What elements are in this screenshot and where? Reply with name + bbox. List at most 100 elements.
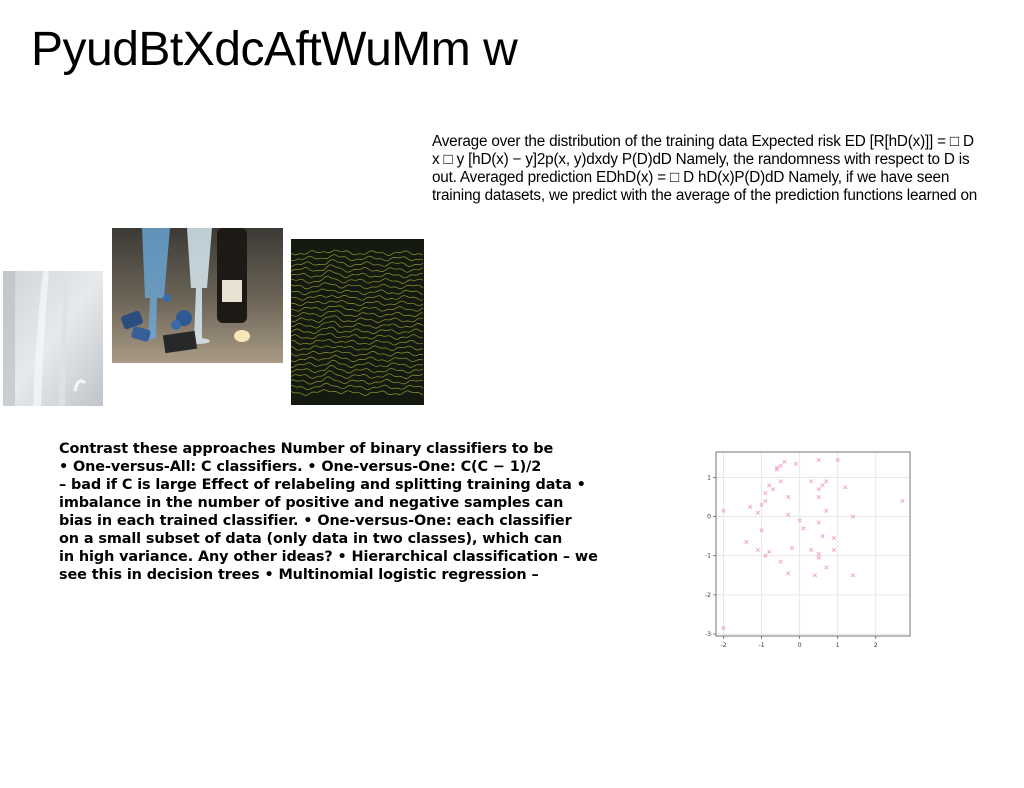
waveform-trace bbox=[291, 300, 424, 307]
text-line: • One-versus-All: C classifiers. • One-v… bbox=[59, 459, 542, 475]
waveform-trace bbox=[291, 354, 424, 363]
text-line: see this in decision trees • Multinomial… bbox=[59, 567, 539, 583]
frosted-glass-photo bbox=[3, 271, 103, 406]
data-point bbox=[721, 626, 726, 631]
text-line: bias in each trained classifier. • One-v… bbox=[59, 513, 572, 529]
blue-champagne-party-photo bbox=[112, 228, 283, 363]
waveform-trace bbox=[291, 359, 424, 368]
data-point bbox=[786, 571, 791, 576]
data-point bbox=[820, 483, 825, 488]
data-point bbox=[755, 510, 760, 515]
waveform-trace bbox=[291, 350, 424, 357]
data-point bbox=[816, 487, 821, 492]
text-line: Average over the distribution of the tra… bbox=[432, 133, 974, 150]
body-text-left: Contrast these approaches Number of bina… bbox=[59, 440, 619, 584]
data-point bbox=[744, 539, 749, 545]
waveform-trace bbox=[291, 332, 424, 340]
waveform-trace bbox=[291, 269, 423, 279]
data-point bbox=[786, 512, 791, 517]
y-tick-label: -3 bbox=[705, 631, 711, 638]
data-point bbox=[759, 528, 764, 533]
text-line: x □ y [hD(x) − y]2p(x, y)dxdy P(D)dD Nam… bbox=[432, 151, 970, 168]
waveform-trace bbox=[291, 282, 424, 290]
data-point bbox=[808, 479, 814, 484]
data-point bbox=[843, 485, 848, 490]
data-point bbox=[778, 479, 783, 484]
x-tick-label: 0 bbox=[798, 642, 802, 649]
y-tick-label: 0 bbox=[707, 514, 711, 521]
x-tick-label: -2 bbox=[721, 642, 727, 649]
eeg-waveform-photo bbox=[291, 239, 424, 405]
data-point bbox=[793, 461, 799, 466]
text-line: training datasets, we predict with the a… bbox=[432, 187, 978, 204]
waveform-trace bbox=[291, 315, 424, 323]
data-point bbox=[755, 547, 760, 552]
data-point bbox=[770, 487, 776, 492]
text-line: out. Averaged prediction EDhD(x) = □ D h… bbox=[432, 169, 950, 186]
data-point bbox=[767, 549, 772, 554]
data-point bbox=[850, 573, 856, 578]
data-point bbox=[831, 547, 837, 552]
data-point bbox=[816, 520, 821, 525]
y-tick-label: -2 bbox=[705, 592, 711, 599]
data-point bbox=[824, 479, 829, 484]
data-point bbox=[816, 494, 821, 500]
waveform-trace bbox=[291, 310, 424, 318]
data-point bbox=[748, 504, 753, 509]
waveform-trace bbox=[291, 294, 424, 301]
data-point bbox=[801, 526, 806, 531]
waveform-trace bbox=[291, 364, 424, 374]
data-point bbox=[812, 573, 818, 578]
data-point bbox=[824, 565, 829, 570]
data-point bbox=[831, 536, 837, 541]
data-point bbox=[816, 551, 821, 556]
scatter-plot: -2 -1 0 1 2 1 0 -1 -2 -3 bbox=[700, 446, 916, 652]
body-text-right: Average over the distribution of the tra… bbox=[432, 133, 1024, 205]
data-point bbox=[774, 465, 779, 470]
waveform-trace bbox=[291, 264, 424, 273]
x-tick-label: 2 bbox=[874, 642, 878, 649]
waveform-trace bbox=[291, 345, 424, 351]
waveform-trace bbox=[291, 389, 424, 396]
text-line: imbalance in the number of positive and … bbox=[59, 495, 564, 511]
data-point bbox=[789, 545, 795, 551]
data-point bbox=[797, 518, 802, 523]
y-tick-label: -1 bbox=[705, 553, 711, 560]
data-point bbox=[786, 494, 791, 500]
waveform-trace bbox=[291, 339, 424, 346]
y-tick-label: 1 bbox=[707, 474, 711, 481]
data-point bbox=[767, 483, 772, 488]
waveform-trace bbox=[291, 275, 424, 284]
data-point bbox=[763, 553, 768, 558]
x-tick-label: 1 bbox=[836, 642, 840, 649]
data-point bbox=[816, 555, 821, 560]
data-point bbox=[721, 508, 726, 513]
data-point bbox=[816, 457, 821, 462]
page-title: PyudBtXdcAftWuMm w bbox=[31, 23, 518, 76]
text-line: on a small subset of data (only data in … bbox=[59, 531, 563, 547]
text-line: – bad if C is large Effect of relabeling… bbox=[59, 477, 586, 493]
data-point bbox=[824, 508, 829, 513]
text-line: Contrast these approaches Number of bina… bbox=[59, 441, 554, 457]
waveform-trace bbox=[291, 376, 424, 385]
waveform-trace bbox=[291, 382, 424, 391]
waveform-trace bbox=[291, 305, 424, 312]
waveform-trace bbox=[291, 320, 424, 329]
waveform-trace bbox=[291, 288, 424, 296]
waveform-trace bbox=[291, 326, 424, 334]
waveform-trace bbox=[291, 370, 424, 379]
waveform-trace bbox=[291, 254, 424, 262]
data-point bbox=[763, 490, 768, 496]
data-point bbox=[778, 463, 783, 468]
data-point bbox=[808, 547, 814, 552]
data-point bbox=[835, 457, 840, 462]
data-point bbox=[782, 459, 787, 464]
waveform-trace bbox=[291, 249, 424, 256]
plot-frame bbox=[715, 451, 911, 637]
data-point bbox=[759, 502, 764, 507]
x-tick-label: -1 bbox=[759, 642, 765, 649]
data-point bbox=[820, 534, 825, 539]
text-line: in high variance. Any other ideas? • Hie… bbox=[59, 549, 598, 565]
data-point bbox=[778, 559, 783, 564]
waveform-trace bbox=[291, 259, 424, 267]
